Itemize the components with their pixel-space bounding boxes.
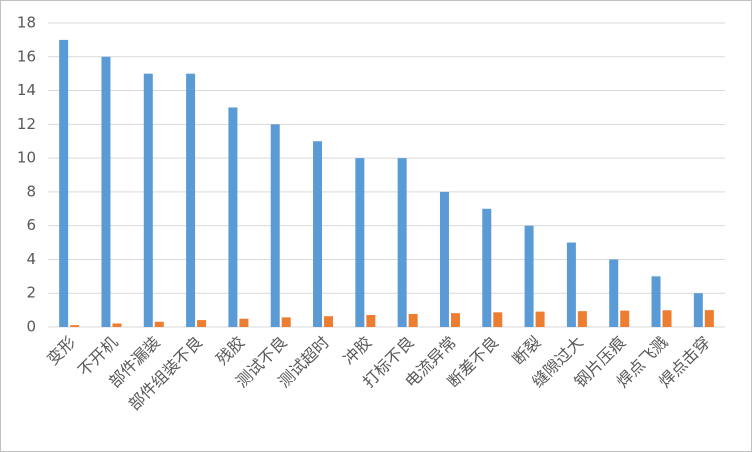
bar [366,315,376,327]
bar [662,310,672,327]
y-tick-label: 12 [17,115,36,133]
bar [493,312,503,327]
bar [482,208,492,327]
y-tick-label: 6 [26,216,36,234]
bar [693,293,703,327]
bar [450,313,460,327]
bar [651,276,661,327]
y-tick-label: 0 [26,318,36,336]
bar [59,39,69,328]
bar [270,124,280,327]
bar [566,242,576,327]
bar [535,311,545,327]
bar [228,107,238,327]
y-tick-label: 18 [17,14,36,32]
bar [197,320,207,327]
y-tick-label: 10 [17,149,36,167]
y-tick-label: 14 [17,81,36,99]
bar [143,73,153,328]
y-tick-label: 2 [26,284,36,302]
bar [609,259,619,327]
bar [620,310,630,327]
bar [408,313,418,327]
bar [397,158,407,327]
bar [704,310,714,327]
bar [154,321,164,327]
bar [577,311,587,327]
bar [186,73,196,328]
bar [101,56,111,328]
y-tick-label: 4 [26,250,36,268]
y-tick-label: 8 [26,182,36,200]
bar [112,323,122,327]
bar [524,225,534,327]
bar [324,316,334,327]
bar [313,141,323,327]
bar [439,191,449,327]
bar [355,158,365,327]
bar [70,325,80,327]
bar [281,317,291,327]
bar [239,318,249,327]
y-tick-label: 16 [17,47,36,65]
